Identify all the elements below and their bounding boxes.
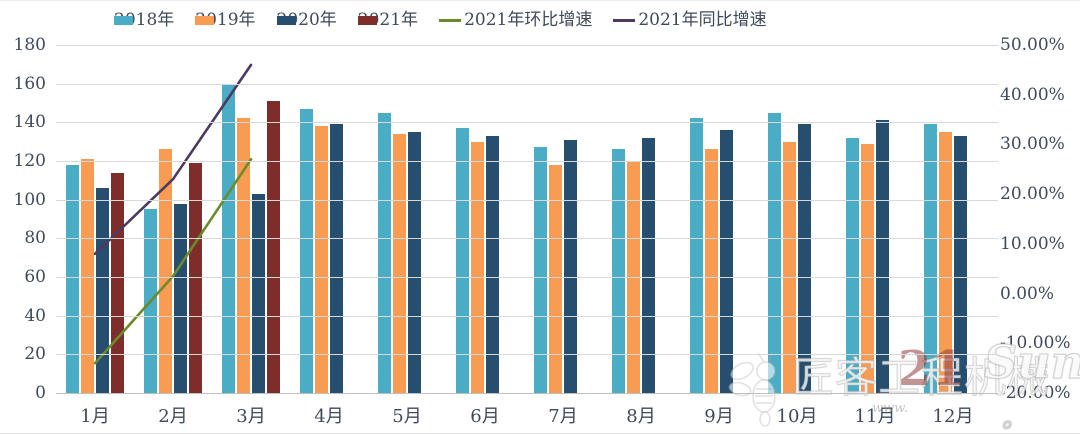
bar-2021年-1月: [111, 172, 124, 393]
right-axis-tick-label: -20.00%: [1000, 383, 1071, 403]
bar-2019年-10月: [783, 141, 796, 393]
bar-2020年-5月: [408, 132, 421, 393]
gridline: [56, 393, 998, 394]
left-axis-tick-label: 80: [24, 228, 46, 249]
legend-label: 2021年同比增速: [638, 10, 767, 30]
bar-2020年-1月: [96, 188, 109, 393]
left-axis-tick-label: 160: [13, 73, 46, 94]
right-axis-tick-label: 40.00%: [1000, 84, 1065, 105]
x-axis-label: 9月: [704, 406, 734, 427]
x-axis-label: 4月: [314, 406, 344, 427]
bar-2018年-6月: [456, 128, 469, 393]
legend-item-2020年: 2020年: [276, 12, 337, 29]
bar-2018年-11月: [846, 137, 859, 393]
bar-2020年-2月: [174, 203, 187, 393]
left-axis-tick-label: 60: [24, 267, 46, 287]
x-axis-label: 1月: [80, 406, 110, 427]
bar-2018年-5月: [378, 112, 391, 393]
legend-item-2019年: 2019年: [195, 12, 256, 29]
bar-2018年-8月: [612, 149, 625, 393]
bar-2020年-9月: [720, 130, 733, 393]
bar-2018年-10月: [768, 112, 781, 393]
bar-2019年-7月: [549, 164, 562, 393]
legend-swatch-2018年: [114, 16, 133, 25]
bar-2020年-7月: [564, 139, 577, 393]
gridline: [56, 161, 998, 162]
bar-2019年-6月: [471, 141, 484, 393]
x-axis-label: 10月: [776, 406, 818, 427]
right-axis-tick-label: 30.00%: [1000, 134, 1065, 155]
left-axis-tick-label: 120: [13, 151, 46, 171]
bar-2019年-12月: [939, 132, 952, 393]
left-axis-tick-label: 180: [13, 35, 46, 55]
bar-2019年-3月: [237, 118, 250, 393]
legend-swatch-2020年: [276, 16, 296, 25]
gridline: [56, 238, 998, 240]
bar-2021年-3月: [267, 101, 280, 393]
legend-label: 2021年环比增速: [464, 10, 593, 30]
left-axis-tick-label: 0: [35, 383, 46, 403]
right-axis-tick-label: -10.00%: [1000, 333, 1071, 354]
legend: 2018年 2019年 2020年 2021年 2021年环比增速 2021年同比增速: [114, 12, 767, 29]
left-axis-tick-label: 40: [24, 305, 46, 326]
bar-2018年-4月: [300, 108, 313, 393]
x-axis-label: 5月: [392, 406, 422, 427]
legend-swatch-2021年同比增速: [613, 19, 636, 22]
left-axis-tick-label: 100: [13, 189, 46, 210]
right-axis-tick-label: 20.00%: [1000, 184, 1065, 205]
x-axis-label: 8月: [626, 406, 656, 427]
left-axis-tick-label: 20: [24, 344, 46, 365]
legend-swatch-2021年环比增速: [439, 19, 462, 22]
bar-2020年-3月: [252, 193, 265, 393]
bar-2020年-10月: [798, 124, 811, 393]
right-axis-tick-label: 0.00%: [1000, 283, 1055, 304]
gridline: [56, 122, 998, 124]
gridline: [56, 315, 998, 317]
legend-swatch-2019年: [195, 16, 215, 25]
legend-item-2021年同比增速: 2021年同比增速: [613, 10, 767, 30]
bar-2020年-11月: [876, 120, 889, 393]
gridline: [56, 354, 998, 356]
bar-2019年-4月: [315, 126, 328, 393]
bar-2019年-5月: [393, 133, 406, 393]
bar-2018年-1月: [66, 164, 79, 393]
legend-item-2021年环比增速: 2021年环比增速: [439, 12, 592, 29]
gridline: [56, 45, 998, 46]
bar-2019年-11月: [861, 143, 874, 393]
x-axis-label: 12月: [932, 406, 974, 427]
gridline: [56, 199, 998, 201]
bar-2018年-9月: [690, 118, 703, 393]
legend-swatch-2021年: [357, 16, 377, 25]
bar-2018年-2月: [144, 209, 157, 393]
x-axis-label: 2月: [158, 406, 188, 427]
x-axis-label: 3月: [236, 406, 266, 427]
watermark-com: 。com: [1002, 404, 1027, 434]
bar-2020年-4月: [330, 124, 343, 393]
legend-item-2021年: 2021年: [357, 12, 418, 29]
x-axis-label: 7月: [548, 406, 578, 427]
gridline: [56, 83, 998, 85]
bar-2018年-7月: [534, 147, 547, 393]
bar-2018年-12月: [924, 124, 937, 393]
right-axis-tick-label: 50.00%: [1000, 35, 1065, 55]
bar-2019年-2月: [159, 149, 172, 393]
bar-2020年-8月: [642, 137, 655, 393]
legend-item-2018年: 2018年: [114, 12, 174, 29]
bar-2019年-1月: [81, 159, 94, 393]
x-axis-label: 6月: [470, 406, 500, 427]
right-axis-tick-label: 10.00%: [1000, 233, 1065, 254]
x-axis-label: 11月: [854, 406, 896, 427]
left-axis-tick-label: 140: [13, 112, 46, 133]
gridline: [56, 277, 998, 278]
bar-2019年-9月: [705, 149, 718, 393]
